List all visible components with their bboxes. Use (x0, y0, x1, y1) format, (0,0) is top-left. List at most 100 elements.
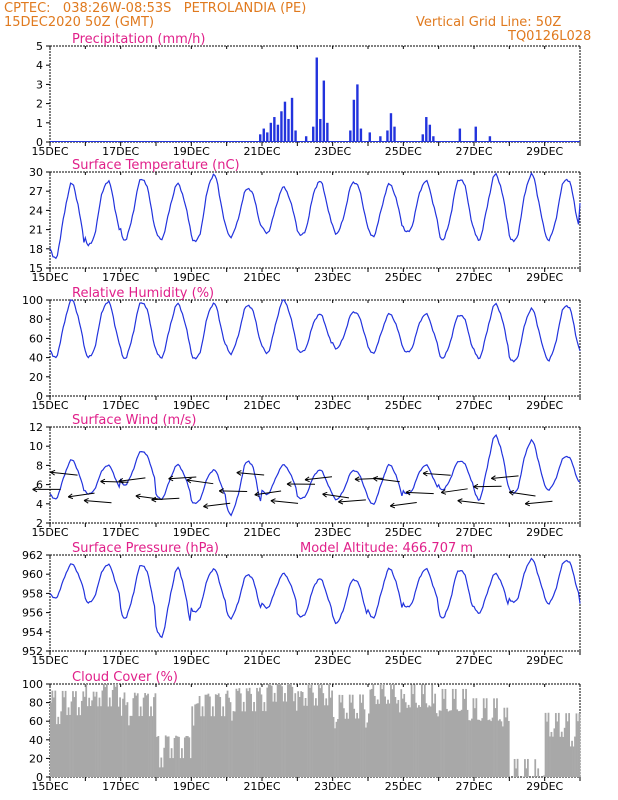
cloud-bar (471, 718, 473, 777)
x-tick-label: 25DEC (385, 780, 422, 793)
cloud-bar (482, 698, 485, 777)
cloud-bar (407, 704, 410, 777)
cloud-bar (270, 685, 273, 777)
x-tick-label: 29DEC (526, 145, 563, 158)
wind-arrow (203, 502, 231, 508)
precip-bar (262, 128, 265, 142)
cloud-bar (209, 696, 211, 777)
precip-bar (428, 124, 432, 142)
cloud-bar (263, 702, 266, 777)
cloud-bar (147, 693, 149, 777)
precip-bar (458, 128, 462, 142)
series-line (49, 557, 581, 639)
cloud-bar (158, 767, 161, 777)
cloud-bar (444, 688, 447, 777)
cloud-bar (92, 691, 95, 777)
wind-arrow-head (236, 470, 242, 476)
cloud-bar (478, 719, 481, 777)
cloud-bar (201, 706, 204, 777)
cloud-bar (245, 688, 248, 777)
cloud-bar (515, 768, 517, 777)
cloud-bar (126, 702, 129, 777)
cloud-bar (157, 735, 160, 777)
cloud-bar (236, 690, 239, 777)
cloud-bar (298, 697, 301, 777)
cloud-bar (66, 715, 68, 777)
wind-arrow (68, 492, 95, 498)
cloud-bar (275, 701, 278, 777)
wind-arrow (491, 475, 519, 479)
cloud-bar (379, 684, 382, 777)
cloud-bar (114, 686, 117, 777)
cloud-bar (572, 746, 575, 777)
cloud-bar (235, 688, 238, 777)
cloud-bar (428, 705, 431, 777)
cloud-bar (488, 719, 491, 777)
cloud-bar (142, 697, 145, 777)
cloud-bar (306, 705, 308, 777)
x-tick-label: 29DEC (526, 654, 563, 667)
cloud-bar (132, 698, 135, 777)
x-tick-label: 17DEC (102, 654, 139, 667)
wind-arrow-head (218, 488, 224, 494)
cloud-bar (139, 706, 142, 777)
cloud-bar (568, 713, 570, 777)
cloud-bar (375, 704, 378, 777)
cloud-bar (85, 684, 88, 777)
x-tick-label: 27DEC (455, 526, 492, 539)
cloud-bar (130, 715, 133, 777)
cloud-bar (278, 684, 280, 777)
cloud-bar (242, 701, 245, 777)
cloud-bar (181, 748, 183, 777)
x-tick-label: 21DEC (243, 271, 280, 284)
precip-bar (393, 126, 396, 142)
cloud-bar (156, 736, 158, 777)
wind-arrow (441, 488, 468, 494)
cloud-bar (403, 693, 406, 777)
cloud-bar (148, 716, 151, 777)
cloud-bar (372, 684, 375, 777)
cloud-bar (363, 709, 366, 777)
cloud-bar (435, 713, 438, 777)
cloud-bar (400, 689, 403, 777)
cloud-bar (52, 697, 55, 777)
y-tick-label: 3 (36, 78, 43, 91)
cloud-bar (569, 746, 572, 777)
precip-bar (280, 111, 283, 142)
cloud-bar (316, 705, 319, 777)
cloud-bar (344, 718, 347, 777)
x-tick-label: 19DEC (173, 780, 210, 793)
cloud-bar (55, 724, 58, 777)
cloud-bar (310, 684, 313, 777)
cloud-bar (351, 694, 354, 777)
wind-arrow (186, 479, 214, 485)
cloud-bar (329, 697, 332, 777)
cloud-bar (394, 697, 397, 777)
cloud-bar (211, 706, 214, 777)
precip-bar (266, 132, 269, 142)
cloud-bar (83, 696, 86, 777)
x-tick-label: 25DEC (385, 271, 422, 284)
wind-arrow (236, 472, 265, 476)
y-tick-label: 15 (29, 262, 43, 275)
series-line (49, 434, 581, 517)
wind-arrow-head (491, 475, 497, 481)
cloud-bar (335, 721, 338, 777)
cloud-bar (476, 719, 479, 777)
cloud-bar (160, 757, 163, 777)
x-tick-label: 15DEC (31, 271, 68, 284)
cloud-bar (347, 718, 350, 777)
y-tick-label: 5 (36, 40, 43, 53)
cloud-bar (117, 706, 120, 777)
cloud-bar (67, 707, 70, 777)
y-tick-label: 0 (36, 390, 43, 403)
cloud-bar (264, 711, 267, 777)
wind-arrow (270, 500, 299, 504)
wind-arrow-head (118, 477, 124, 484)
cloud-bar (256, 687, 258, 777)
cloud-bar (303, 705, 305, 777)
cloud-bar (491, 717, 494, 777)
cloud-bar (122, 698, 124, 777)
cloud-bar (287, 684, 289, 777)
cloud-bar (95, 691, 98, 777)
